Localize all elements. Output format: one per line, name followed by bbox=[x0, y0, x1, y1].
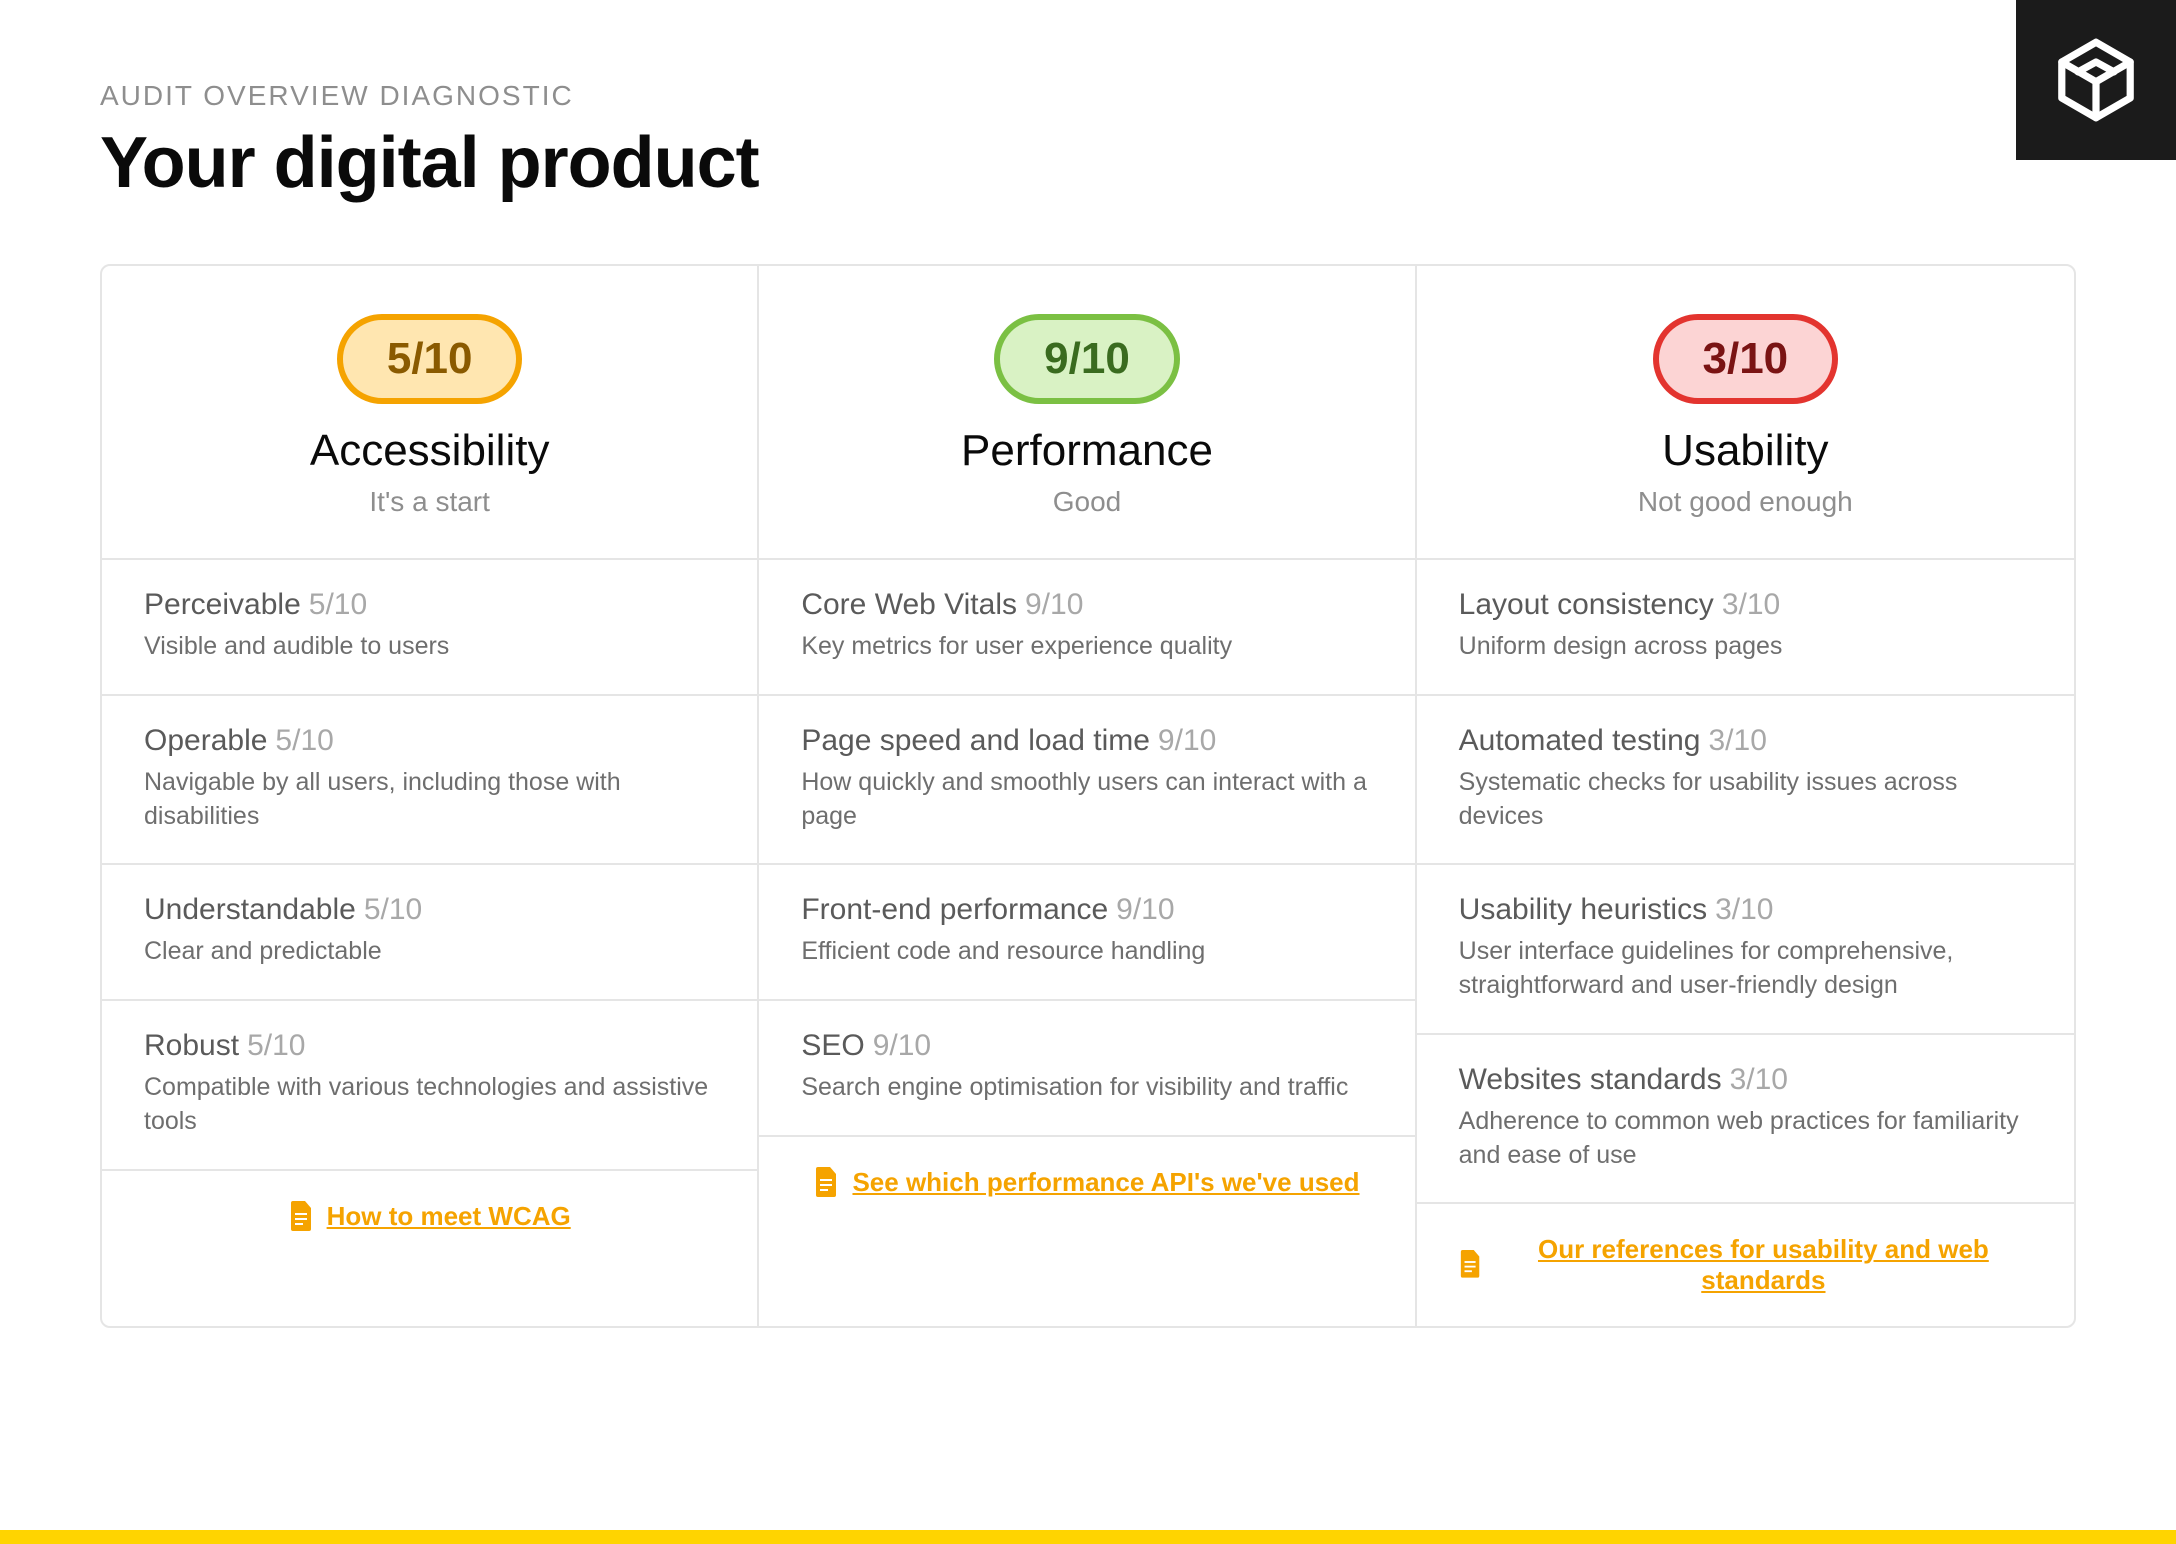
category-verdict: It's a start bbox=[132, 486, 727, 518]
category-column-performance: 9/10 Performance Good Core Web Vitals9/1… bbox=[759, 266, 1416, 1326]
wcag-link[interactable]: How to meet WCAG bbox=[289, 1201, 571, 1232]
document-icon bbox=[289, 1201, 313, 1231]
metric-title: Operable bbox=[144, 724, 267, 757]
metric-desc: Visible and audible to users bbox=[144, 630, 715, 664]
category-name: Usability bbox=[1447, 426, 2044, 476]
metric-score: 5/10 bbox=[309, 588, 367, 621]
metric-row: Layout consistency3/10 Uniform design ac… bbox=[1417, 560, 2074, 696]
metric-desc: Navigable by all users, including those … bbox=[144, 766, 715, 834]
category-column-accessibility: 5/10 Accessibility It's a start Perceiva… bbox=[102, 266, 759, 1326]
link-label: How to meet WCAG bbox=[327, 1201, 571, 1232]
metric-score: 3/10 bbox=[1730, 1063, 1788, 1096]
metric-score: 3/10 bbox=[1722, 588, 1780, 621]
metric-title: Front-end performance bbox=[801, 893, 1108, 926]
metric-desc: Adherence to common web practices for fa… bbox=[1459, 1105, 2032, 1173]
metric-row: Usability heuristics3/10 User interface … bbox=[1417, 865, 2074, 1035]
document-icon bbox=[814, 1167, 838, 1197]
score-pill: 9/10 bbox=[994, 314, 1180, 404]
metric-title: Understandable bbox=[144, 893, 356, 926]
metric-score: 9/10 bbox=[1158, 724, 1216, 757]
metric-row: SEO 9/10 Search engine optimisation for v… bbox=[759, 1001, 1414, 1137]
score-pill: 5/10 bbox=[337, 314, 523, 404]
metric-row: Understandable5/10 Clear and predictable bbox=[102, 865, 757, 1001]
metric-desc: Key metrics for user experience quality bbox=[801, 630, 1372, 664]
link-label: See which performance API's we've used bbox=[852, 1167, 1359, 1198]
metric-score: 9/10 bbox=[1116, 893, 1174, 926]
metric-desc: Clear and predictable bbox=[144, 935, 715, 969]
category-header: 9/10 Performance Good bbox=[759, 266, 1414, 560]
accent-bottom-bar bbox=[0, 1530, 2176, 1544]
metric-desc: How quickly and smoothly users can inter… bbox=[801, 766, 1372, 834]
metric-title: Core Web Vitals bbox=[801, 588, 1017, 621]
metric-score: 5/10 bbox=[275, 724, 333, 757]
score-pill: 3/10 bbox=[1653, 314, 1839, 404]
metric-row: Robust5/10 Compatible with various techn… bbox=[102, 1001, 757, 1171]
metric-title: Websites standards bbox=[1459, 1063, 1722, 1096]
metric-row: Automated testing3/10 Systematic checks … bbox=[1417, 696, 2074, 866]
page-eyebrow: AUDIT OVERVIEW DIAGNOSTIC bbox=[100, 80, 2076, 112]
category-column-usability: 3/10 Usability Not good enough Layout co… bbox=[1417, 266, 2074, 1326]
category-header: 3/10 Usability Not good enough bbox=[1417, 266, 2074, 560]
metric-title: Page speed and load time bbox=[801, 724, 1150, 757]
metric-row: Operable5/10 Navigable by all users, inc… bbox=[102, 696, 757, 866]
metric-row: Core Web Vitals9/10 Key metrics for user… bbox=[759, 560, 1414, 696]
category-verdict: Not good enough bbox=[1447, 486, 2044, 518]
metric-row: Page speed and load time9/10 How quickly… bbox=[759, 696, 1414, 866]
metric-row: Websites standards3/10 Adherence to comm… bbox=[1417, 1035, 2074, 1205]
metric-title: Robust bbox=[144, 1029, 239, 1062]
category-footer: See which performance API's we've used bbox=[759, 1137, 1414, 1233]
category-footer: Our references for usability and web sta… bbox=[1417, 1204, 2074, 1326]
metric-desc: User interface guidelines for comprehens… bbox=[1459, 935, 2032, 1003]
scorecard-grid: 5/10 Accessibility It's a start Perceiva… bbox=[100, 264, 2076, 1328]
metric-desc: Systematic checks for usability issues a… bbox=[1459, 766, 2032, 834]
link-label: Our references for usability and web sta… bbox=[1495, 1234, 2032, 1296]
cube-logo-icon bbox=[2051, 35, 2141, 125]
metric-title: Perceivable bbox=[144, 588, 301, 621]
metric-desc: Efficient code and resource handling bbox=[801, 935, 1372, 969]
metric-row: Perceivable5/10 Visible and audible to u… bbox=[102, 560, 757, 696]
metric-desc: Compatible with various technologies and… bbox=[144, 1071, 715, 1139]
category-footer: How to meet WCAG bbox=[102, 1171, 757, 1267]
metric-title: Layout consistency bbox=[1459, 588, 1714, 621]
metric-title: Automated testing bbox=[1459, 724, 1701, 757]
metric-row: Front-end performance9/10 Efficient code… bbox=[759, 865, 1414, 1001]
metric-desc: Uniform design across pages bbox=[1459, 630, 2032, 664]
metric-score: 9/10 bbox=[1025, 588, 1083, 621]
page-title: Your digital product bbox=[100, 122, 2076, 204]
metric-score: 5/10 bbox=[247, 1029, 305, 1062]
usability-references-link[interactable]: Our references for usability and web sta… bbox=[1459, 1234, 2032, 1296]
document-icon bbox=[1459, 1250, 1481, 1280]
category-name: Performance bbox=[789, 426, 1384, 476]
category-name: Accessibility bbox=[132, 426, 727, 476]
brand-logo-badge bbox=[2016, 0, 2176, 160]
metric-score: 9/10 bbox=[873, 1029, 931, 1062]
metric-score: 3/10 bbox=[1708, 724, 1766, 757]
metric-title: Usability heuristics bbox=[1459, 893, 1707, 926]
performance-apis-link[interactable]: See which performance API's we've used bbox=[814, 1167, 1359, 1198]
category-header: 5/10 Accessibility It's a start bbox=[102, 266, 757, 560]
metric-score: 3/10 bbox=[1715, 893, 1773, 926]
metric-title: SEO bbox=[801, 1029, 864, 1062]
metric-score: 5/10 bbox=[364, 893, 422, 926]
category-verdict: Good bbox=[789, 486, 1384, 518]
metric-desc: Search engine optimisation for visibilit… bbox=[801, 1071, 1372, 1105]
